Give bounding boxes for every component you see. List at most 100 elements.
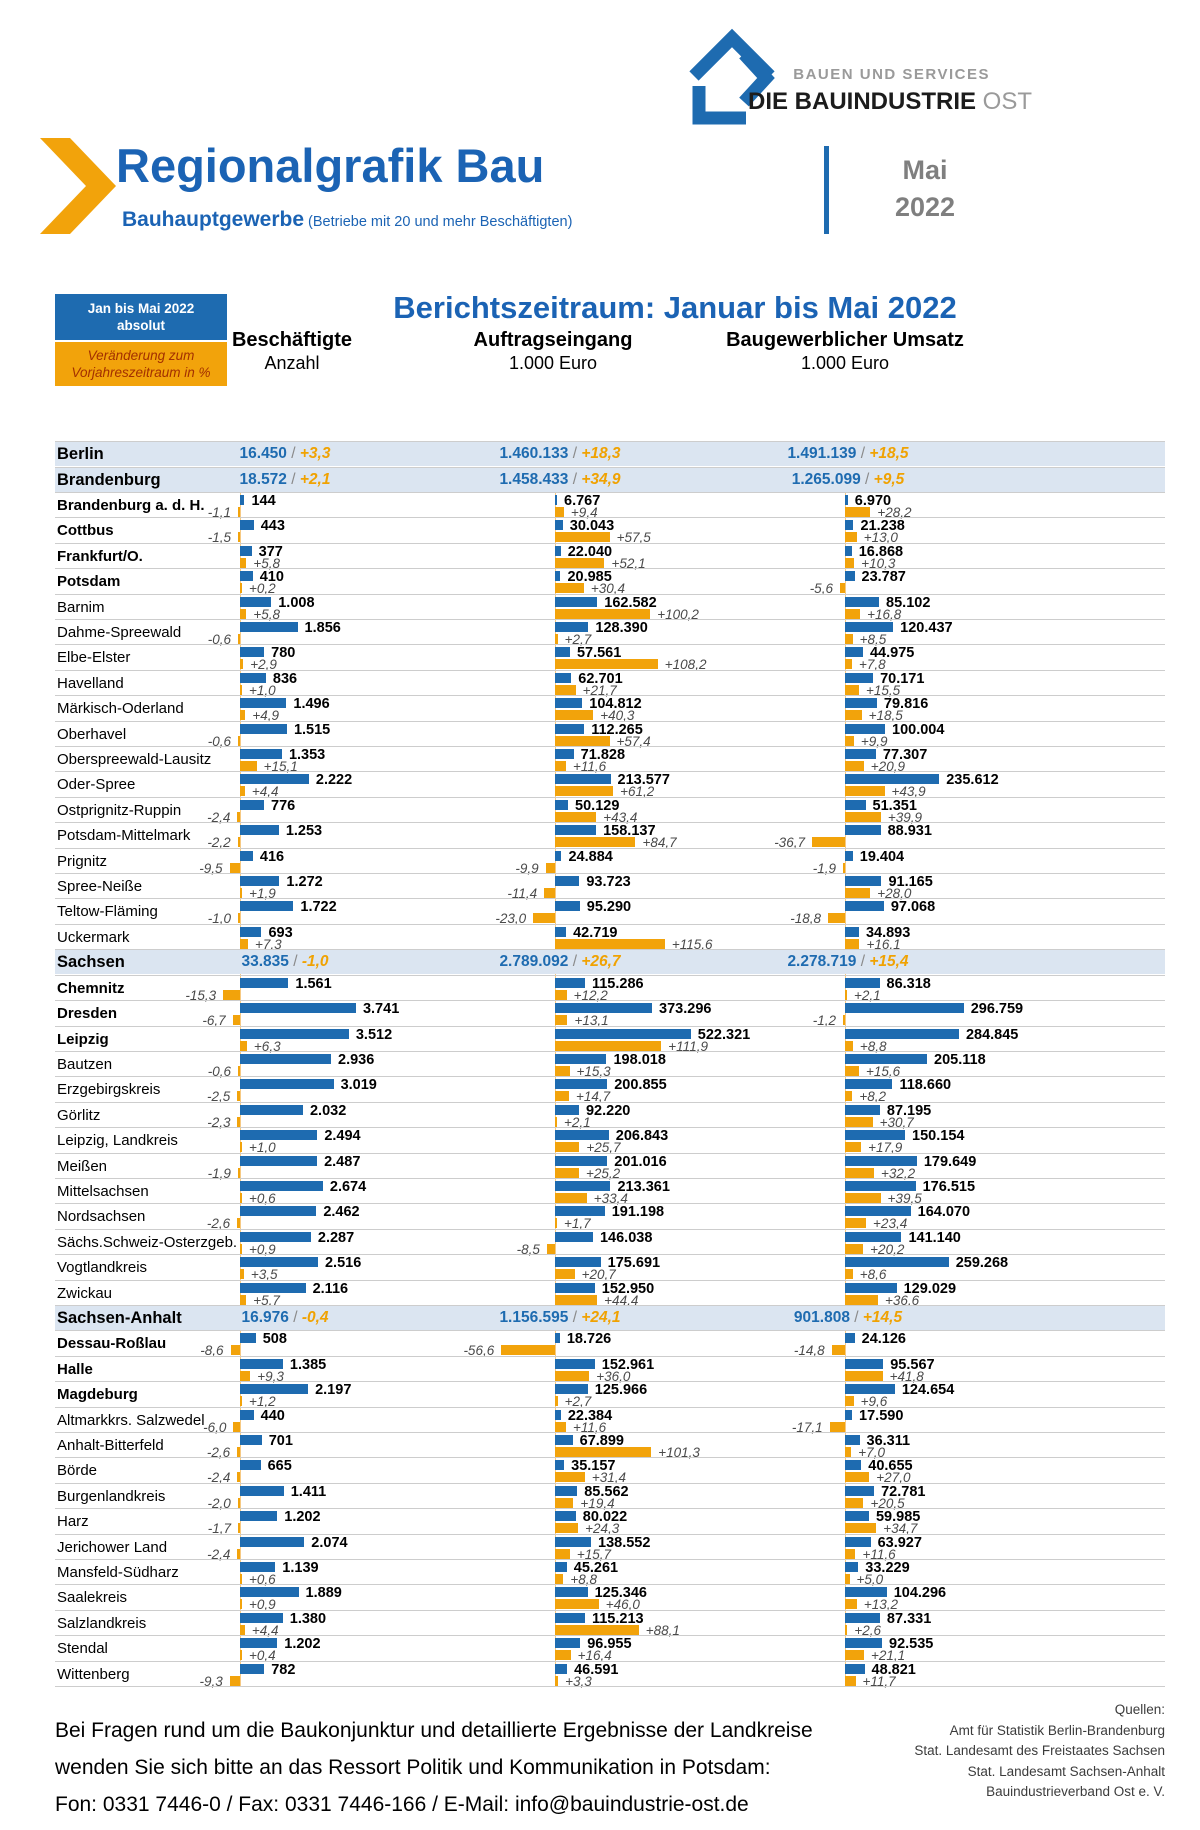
pct-label: +24,3 [585, 1521, 620, 1537]
column-header-beschaeftigte: Beschäftigte Anzahl [192, 328, 392, 374]
pct-bar [555, 1421, 567, 1432]
pct-label: +13,1 [574, 1013, 609, 1029]
pct-bar [555, 1650, 571, 1661]
region-label: Ostprignitz-Ruppin [57, 801, 182, 819]
region-label: Meißen [57, 1157, 108, 1175]
region-label: Salzlandkreis [57, 1614, 147, 1632]
value-bar [555, 1460, 565, 1471]
bottom-line [55, 1686, 1165, 1687]
value-label: 70.171 [880, 670, 925, 687]
summary-percent-value: +2,1 [299, 470, 331, 488]
col3-unit: 1.000 Euro [800, 353, 890, 373]
value-bar [240, 1409, 254, 1420]
pct-label: +34,7 [883, 1521, 918, 1537]
legend: Jan bis Mai 2022 absolut Veränderung zum… [55, 294, 227, 386]
value-bar [240, 1333, 256, 1344]
pct-label: +43,9 [891, 784, 926, 800]
value-label: 2.116 [312, 1280, 349, 1297]
value-bar [555, 1485, 578, 1496]
region-label: Sachsen-Anhalt [57, 1308, 182, 1327]
pct-bar [845, 811, 881, 822]
pct-bar [845, 1396, 854, 1407]
pct-label: +1,2 [249, 1394, 276, 1410]
value-bar [555, 545, 561, 556]
value-label: 33.229 [865, 1560, 910, 1576]
value-bar [240, 1536, 305, 1547]
pct-bar [237, 811, 240, 822]
value-bar [845, 1053, 928, 1064]
legend-change-line2: Vorjahreszeitraum in % [71, 365, 211, 380]
pct-label: +12,2 [573, 987, 608, 1003]
value-bar [240, 1104, 303, 1115]
pct-label: +111,9 [668, 1038, 708, 1054]
pct-bar [555, 1574, 564, 1584]
pct-bar [237, 1447, 240, 1457]
pct-label: +2,7 [564, 1394, 592, 1410]
summary-percent-value: -1,0 [301, 953, 329, 971]
pct-bar [223, 989, 240, 1000]
logo-services-text: BAUEN UND SERVICES [793, 66, 990, 83]
value-separator: / [856, 953, 870, 971]
summary-percent-value: +14,5 [862, 1308, 903, 1326]
value-label: 1.722 [300, 899, 337, 916]
value-label: 416 [259, 848, 285, 865]
column-header-umsatz: Baugewerblicher Umsatz 1.000 Euro [705, 328, 985, 374]
value-bar [845, 1282, 897, 1293]
pct-bar [555, 1218, 557, 1229]
pct-bar [238, 913, 240, 924]
pct-bar [237, 1116, 240, 1127]
value-bar [240, 1257, 318, 1268]
region-label: Prignitz [57, 852, 108, 870]
pct-label: -2,3 [207, 1114, 231, 1130]
pct-bar [845, 1294, 878, 1305]
value-label: 1.139 [282, 1560, 319, 1576]
value-bar [555, 520, 563, 531]
pct-label: +5,8 [253, 555, 281, 571]
table-row: Mittelsachsen 2.674 +0,6 213.361 +33,4 176.51… [55, 1177, 1165, 1205]
value-label: 24.126 [861, 1331, 906, 1348]
value-label: 71.828 [580, 747, 626, 763]
value-label: 85.562 [584, 1483, 629, 1500]
region-label: Leipzig [57, 1030, 109, 1048]
value-label: 45.261 [573, 1560, 619, 1576]
region-label: Stendal [57, 1640, 108, 1658]
value-bar [555, 1358, 595, 1369]
region-label: Harz [57, 1513, 89, 1531]
value-bar [555, 799, 569, 810]
region-label: Oberspreewald-Lausitz [57, 751, 212, 768]
value-bar [240, 647, 265, 658]
pct-bar [555, 608, 651, 619]
table-row: Uckermark 693 +7,3 42.719 +115,6 34.893 +16,1 [55, 923, 1165, 951]
value-label: 522.321 [697, 1026, 751, 1043]
region-label: Nordsachsen [57, 1208, 146, 1226]
pct-label: +20,9 [870, 759, 905, 774]
pct-bar [240, 583, 242, 594]
value-bar [555, 672, 572, 683]
pct-bar [237, 1091, 240, 1102]
pct-bar [555, 1269, 575, 1280]
value-bar [240, 1358, 283, 1369]
value-label: 129.029 [903, 1280, 957, 1297]
pct-bar [545, 862, 555, 873]
pct-bar [240, 1269, 244, 1280]
summary-absolute-value: 2.278.719 [787, 953, 857, 971]
region-label: Sachsen [57, 953, 125, 972]
pct-label: +2,9 [250, 657, 277, 673]
pct-bar [555, 1497, 574, 1508]
pct-bar [555, 1167, 579, 1178]
summary-value: 1.458.433 / +34,9 [430, 468, 690, 492]
value-label: 1.385 [289, 1356, 327, 1373]
value-label: 97.068 [890, 899, 936, 916]
pct-bar [555, 1192, 587, 1203]
value-label: 1.515 [293, 721, 331, 738]
value-bar [845, 1206, 911, 1217]
pct-bar [845, 532, 857, 543]
pct-bar [555, 1294, 598, 1305]
pct-label: -2,5 [206, 1089, 231, 1105]
region-label: Brandenburg [57, 470, 161, 489]
value-bar [845, 901, 884, 912]
summary-absolute-value: 18.572 [239, 470, 287, 488]
pct-label: +4,4 [251, 1622, 279, 1638]
pct-label: -2,4 [207, 1470, 231, 1486]
value-label: 19.404 [859, 848, 905, 865]
